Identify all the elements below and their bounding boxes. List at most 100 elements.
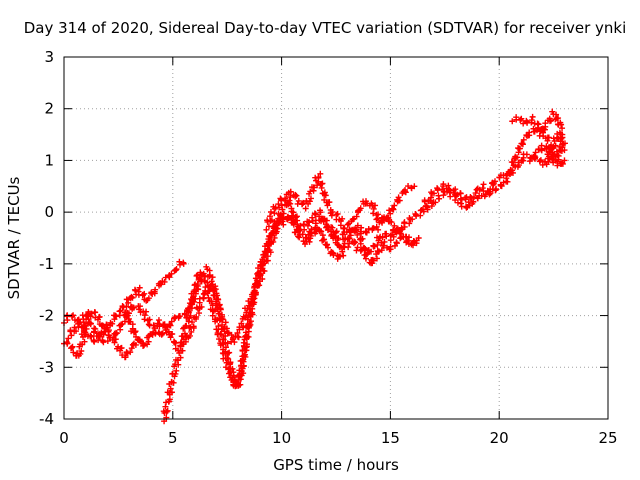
data-point [422,202,429,209]
data-point [128,345,135,352]
data-point [265,236,272,243]
data-point [117,347,124,354]
data-point [292,193,299,200]
data-point [237,372,244,379]
data-point [480,181,487,188]
data-point [209,281,216,288]
data-point [362,255,369,262]
data-point [559,134,566,141]
data-point [280,221,287,228]
data-point [181,330,188,337]
data-point [561,147,568,154]
data-point [496,174,503,181]
data-point [192,290,199,297]
data-point [354,231,361,238]
data-point [244,341,251,348]
data-point [344,221,351,228]
data-point [389,206,396,213]
data-point [246,306,253,313]
data-point [357,240,364,247]
data-point [171,315,178,322]
data-point [193,313,200,320]
data-point [293,192,300,199]
series-track-h [420,108,566,213]
data-point [136,284,143,291]
data-point [103,321,110,328]
data-point [111,339,118,346]
data-point [211,287,218,294]
data-point [98,329,105,336]
data-point [387,246,394,253]
data-point [479,185,486,192]
data-point [436,195,443,202]
data-point [317,170,324,177]
y-tick-label: -2 [39,307,54,325]
x-tick-label: 10 [272,429,291,447]
x-tick-label: 15 [381,429,400,447]
data-point [166,322,173,329]
data-point [83,316,90,323]
data-point [462,196,469,203]
data-point [554,162,561,169]
data-point [398,226,405,233]
data-point [339,231,346,238]
data-point [550,153,557,160]
data-point [256,270,263,277]
data-point [98,322,105,329]
data-point [375,226,382,233]
data-point [340,252,347,259]
data-point [166,274,173,281]
data-point [373,216,380,223]
data-point [267,213,274,220]
data-point [163,414,170,421]
data-point [282,195,289,202]
data-point [364,251,371,258]
data-point [450,190,457,197]
data-point [552,116,559,123]
data-point [130,304,137,311]
data-point [324,244,331,251]
data-point [378,239,385,246]
data-point [162,324,169,331]
data-point [374,215,381,222]
data-point [159,278,166,285]
data-point [209,302,216,309]
data-point [217,306,224,313]
data-point [544,137,551,144]
data-point [296,234,303,241]
data-point [553,111,560,118]
data-point [260,251,267,258]
data-point [215,336,222,343]
data-point [318,184,325,191]
data-point [187,312,194,319]
y-tick-label: 2 [44,100,54,118]
data-point [383,233,390,240]
data-point [230,374,237,381]
data-point [294,221,301,228]
data-point [100,339,107,346]
data-point [168,389,175,396]
data-point [149,331,156,338]
data-point [507,166,514,173]
data-point [297,222,304,229]
data-point [381,238,388,245]
data-point [467,194,474,201]
data-point [271,234,278,241]
data-point [510,162,517,169]
data-point [413,240,420,247]
data-point [408,184,415,191]
data-point [401,186,408,193]
data-point [370,257,377,264]
data-point [349,216,356,223]
data-point [354,222,361,229]
data-point [357,205,364,212]
data-point [68,332,75,339]
data-point [160,321,167,328]
data-point [190,294,197,301]
data-point [454,199,461,206]
data-point [226,370,233,377]
data-point [340,225,347,232]
data-point [345,244,352,251]
data-point [517,116,524,123]
